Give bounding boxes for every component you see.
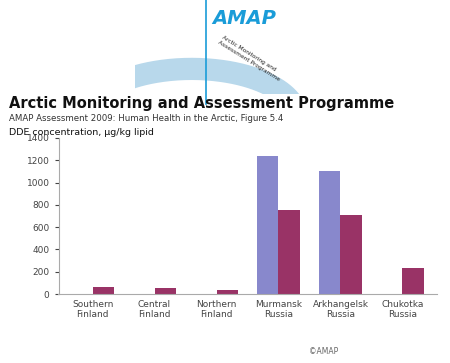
Text: AMAP: AMAP	[212, 9, 276, 28]
Bar	[279, 211, 300, 294]
Text: Arctic Monitoring and Assessment Programme: Arctic Monitoring and Assessment Program…	[9, 96, 394, 111]
Text: AMAP Assessment 2009: Human Health in the Arctic, Figure 5.4: AMAP Assessment 2009: Human Health in th…	[9, 114, 284, 123]
Text: Arctic Monitoring and
Assessment Programme: Arctic Monitoring and Assessment Program…	[217, 34, 284, 82]
Bar	[93, 287, 114, 294]
Bar	[319, 171, 341, 294]
Bar	[216, 290, 238, 294]
Bar	[402, 268, 424, 294]
Text: DDE concentration, μg/kg lipid: DDE concentration, μg/kg lipid	[9, 128, 154, 137]
Text: ©AMAP: ©AMAP	[310, 347, 338, 356]
Bar	[257, 156, 279, 294]
Bar	[341, 215, 362, 294]
Bar	[154, 289, 176, 294]
